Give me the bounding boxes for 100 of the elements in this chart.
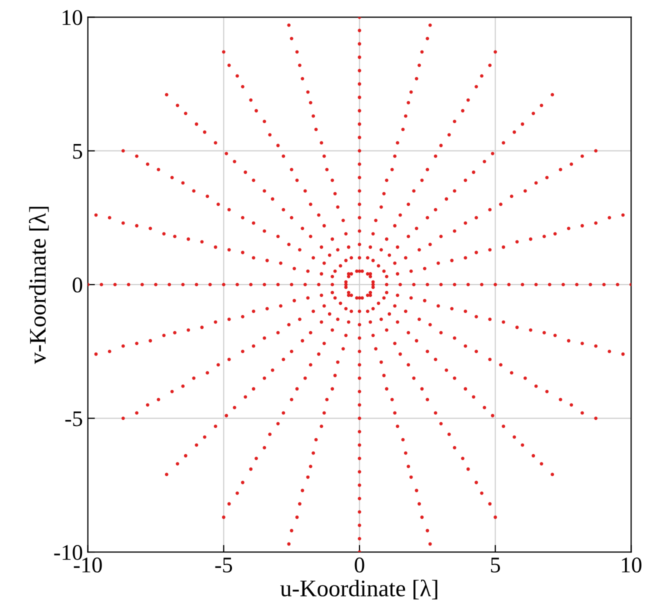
point	[320, 424, 324, 428]
point	[308, 202, 312, 206]
point	[520, 122, 524, 126]
point	[181, 282, 185, 286]
point	[314, 438, 318, 442]
point	[482, 160, 486, 164]
point	[330, 274, 334, 278]
point	[588, 282, 592, 286]
point	[240, 350, 244, 354]
point	[515, 326, 519, 330]
point	[488, 502, 492, 506]
point	[382, 192, 386, 196]
point	[384, 282, 388, 286]
point	[308, 363, 312, 367]
point	[227, 358, 231, 362]
point	[404, 114, 408, 118]
point	[322, 154, 326, 158]
point	[426, 168, 430, 172]
point	[464, 178, 468, 182]
point	[287, 23, 291, 27]
point	[388, 253, 392, 257]
point	[464, 310, 468, 314]
point	[214, 245, 218, 249]
point	[358, 42, 362, 46]
point	[303, 376, 307, 380]
point	[298, 502, 302, 506]
point	[466, 282, 470, 286]
point	[540, 104, 544, 108]
point	[409, 270, 413, 273]
point	[249, 467, 253, 471]
point	[290, 282, 294, 286]
point	[126, 282, 130, 286]
point	[461, 456, 464, 460]
point	[295, 178, 299, 182]
point	[100, 282, 104, 286]
point	[194, 122, 198, 126]
point	[464, 256, 468, 260]
point	[270, 368, 274, 372]
point	[290, 168, 294, 172]
point	[366, 310, 370, 314]
point	[488, 64, 492, 67]
point	[236, 491, 239, 495]
point	[262, 189, 266, 193]
point	[488, 248, 492, 252]
point	[532, 112, 536, 116]
point	[358, 270, 362, 273]
point	[262, 282, 266, 286]
point	[227, 208, 231, 212]
point	[426, 398, 430, 402]
point	[216, 363, 220, 367]
point	[350, 310, 354, 314]
point	[308, 234, 312, 238]
point	[328, 312, 332, 316]
point	[490, 414, 494, 418]
point	[342, 347, 345, 350]
point	[494, 516, 498, 519]
point	[216, 202, 220, 206]
point	[328, 253, 332, 257]
point	[472, 395, 476, 399]
point	[121, 416, 125, 420]
point	[406, 234, 410, 238]
point	[534, 181, 538, 185]
point	[224, 414, 228, 418]
y-tick-label: 10	[62, 10, 82, 26]
point	[434, 208, 438, 212]
point	[268, 133, 272, 137]
point	[254, 109, 258, 112]
point	[350, 256, 354, 260]
point	[336, 318, 340, 322]
point	[374, 218, 378, 222]
point	[290, 528, 294, 532]
point	[186, 328, 190, 332]
point	[358, 322, 362, 326]
point	[202, 130, 206, 134]
y-tick-label: -5	[65, 411, 82, 426]
point	[393, 154, 397, 158]
point	[358, 68, 362, 72]
point	[380, 205, 383, 209]
point	[358, 483, 362, 487]
point	[244, 170, 248, 174]
point	[512, 435, 516, 439]
point	[317, 352, 320, 356]
point	[355, 270, 358, 273]
point	[192, 189, 196, 193]
point	[368, 290, 372, 294]
point	[466, 98, 470, 102]
point	[380, 360, 383, 364]
point	[338, 264, 342, 268]
point	[384, 237, 388, 241]
x-tick-label: 10	[622, 558, 642, 573]
point	[452, 376, 456, 380]
point	[490, 152, 494, 156]
point	[422, 298, 426, 302]
point	[401, 438, 405, 442]
point	[121, 149, 125, 153]
point	[366, 272, 370, 276]
point	[282, 208, 286, 212]
point	[414, 339, 418, 342]
x-tick-label: 5	[491, 558, 500, 573]
point	[358, 430, 362, 434]
